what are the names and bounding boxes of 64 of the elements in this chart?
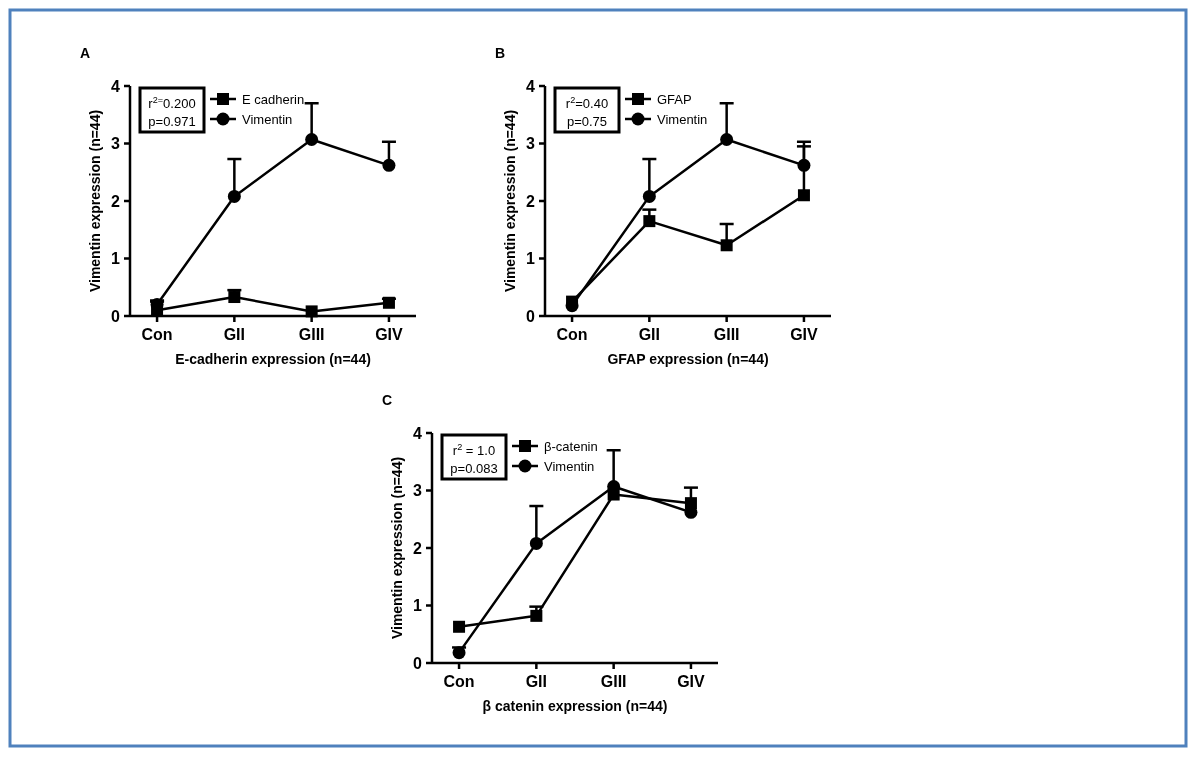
- point: [452, 646, 466, 660]
- point: [720, 239, 733, 252]
- y-axis-title: Vimentin expression (n=44): [87, 109, 103, 293]
- y-tick-label: 4: [413, 424, 423, 442]
- point: [382, 296, 395, 309]
- legend-label: β-catenin: [544, 438, 598, 454]
- point: [530, 609, 543, 622]
- point: [797, 158, 811, 172]
- x-axis-title: GFAP expression (n=44): [607, 351, 769, 367]
- point: [227, 189, 241, 203]
- point: [797, 189, 810, 202]
- chart-title: C: [382, 392, 393, 408]
- x-tick-label: GIV: [375, 326, 404, 343]
- point: [305, 305, 318, 318]
- annotation: r$^{2}$ = 1.0: [452, 442, 496, 458]
- x-tick-label: GIV: [790, 326, 819, 343]
- x-tick-label: GIII: [713, 326, 740, 343]
- y-tick-label: 1: [111, 250, 121, 268]
- legend-label: Vimentin: [544, 458, 595, 474]
- annotation: r$^{2=}$0.200: [148, 95, 196, 111]
- annotation: p=0.083: [450, 461, 498, 476]
- point: [453, 620, 466, 633]
- chart-title: A: [80, 45, 91, 61]
- y-axis-title: Vimentin expression (n=44): [389, 456, 405, 640]
- y-tick-label: 0: [413, 654, 423, 672]
- y-tick-label: 1: [413, 597, 423, 615]
- y-tick-label: 2: [526, 192, 536, 210]
- x-tick-label: GIII: [600, 673, 627, 690]
- annotation: p=0.971: [148, 114, 196, 129]
- x-tick-label: GII: [525, 673, 548, 690]
- x-tick-label: GII: [638, 326, 661, 343]
- point: [720, 132, 734, 146]
- y-tick-label: 4: [526, 77, 536, 95]
- y-tick-label: 2: [111, 192, 121, 210]
- y-axis-title: Vimentin expression (n=44): [502, 109, 518, 293]
- point: [382, 158, 396, 172]
- annotation: r$^{2}$=0.40: [565, 95, 609, 111]
- point: [642, 189, 656, 203]
- y-tick-label: 0: [111, 307, 121, 325]
- point: [529, 536, 543, 550]
- y-tick-label: 3: [526, 135, 536, 153]
- point: [643, 215, 656, 228]
- y-tick-label: 4: [111, 77, 121, 95]
- point: [305, 132, 319, 146]
- x-tick-label: GII: [223, 326, 246, 343]
- y-tick-label: 3: [111, 135, 121, 153]
- y-tick-label: 0: [526, 307, 536, 325]
- x-axis-title: E-cadherin expression (n=44): [175, 351, 371, 367]
- chart-title: B: [495, 45, 506, 61]
- point: [228, 291, 241, 304]
- x-tick-label: Con: [443, 673, 475, 690]
- legend-label: E cadherin: [242, 91, 305, 107]
- legend-label: Vimentin: [242, 111, 293, 127]
- y-tick-label: 1: [526, 250, 536, 268]
- y-tick-label: 3: [413, 482, 423, 500]
- legend-label: Vimentin: [657, 111, 708, 127]
- x-axis-title: β catenin expression (n=44): [482, 698, 668, 714]
- y-tick-label: 2: [413, 539, 423, 557]
- x-tick-label: GIII: [298, 326, 325, 343]
- x-tick-label: Con: [556, 326, 588, 343]
- annotation: p=0.75: [566, 114, 608, 129]
- x-tick-label: Con: [141, 326, 173, 343]
- x-tick-label: GIV: [677, 673, 706, 690]
- legend-label: GFAP: [657, 91, 692, 107]
